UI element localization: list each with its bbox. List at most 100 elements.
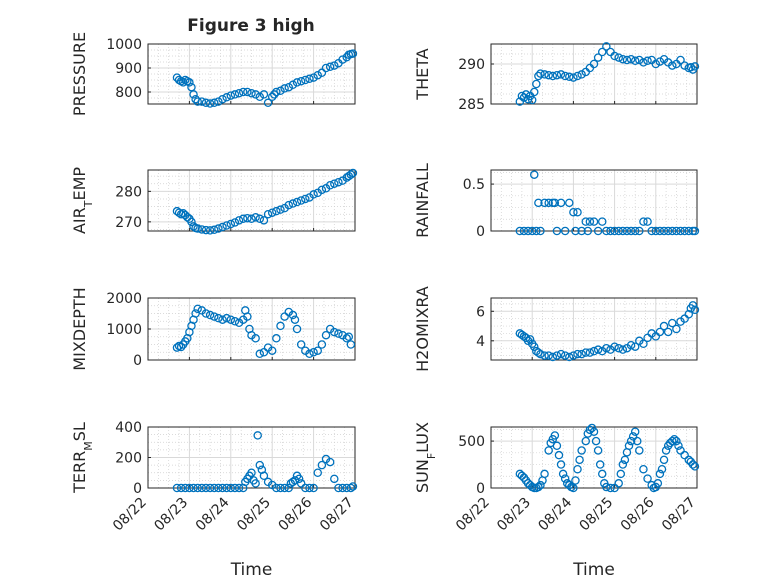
data-point bbox=[330, 179, 339, 188]
x-tick-label: 08/23 bbox=[151, 495, 191, 535]
data-point bbox=[305, 349, 314, 359]
data-point bbox=[690, 462, 700, 471]
axes-box bbox=[490, 426, 698, 489]
data-point bbox=[630, 427, 640, 436]
data-point bbox=[222, 483, 231, 493]
data-point bbox=[532, 79, 541, 89]
data-point bbox=[230, 90, 240, 99]
data-point bbox=[185, 483, 194, 493]
data-point bbox=[655, 469, 665, 479]
data-point bbox=[616, 469, 626, 479]
data-point bbox=[565, 352, 574, 362]
data-point bbox=[330, 474, 339, 484]
data-point bbox=[214, 97, 223, 106]
x-tick-label: 08/26 bbox=[618, 494, 658, 534]
data-point bbox=[655, 226, 665, 236]
data-point bbox=[556, 460, 566, 469]
data-point bbox=[602, 343, 611, 353]
data-point bbox=[614, 53, 623, 62]
data-point bbox=[672, 436, 681, 446]
data-point bbox=[628, 432, 638, 441]
data-point bbox=[292, 78, 302, 87]
data-point bbox=[651, 59, 661, 69]
data-point bbox=[577, 349, 586, 359]
data-point bbox=[201, 483, 211, 493]
data-point bbox=[657, 464, 667, 474]
y-axis-label: PRESSURE bbox=[70, 32, 89, 116]
data-point bbox=[560, 71, 570, 81]
data-point bbox=[530, 170, 539, 179]
data-point bbox=[193, 304, 202, 314]
data-point bbox=[552, 70, 562, 80]
data-point bbox=[556, 198, 566, 208]
y-tick-label: 290 bbox=[458, 57, 485, 73]
data-point bbox=[205, 310, 215, 320]
data-point bbox=[653, 479, 663, 488]
data-point bbox=[614, 343, 623, 353]
data-point bbox=[284, 483, 294, 493]
subplot-1: 800 900 1000 PRESSURE bbox=[70, 32, 358, 116]
data-point bbox=[296, 340, 306, 349]
data-point bbox=[276, 86, 285, 96]
data-point bbox=[189, 90, 198, 99]
data-point bbox=[593, 345, 603, 354]
y-axis-label: THETA bbox=[413, 48, 432, 100]
data-point bbox=[626, 340, 636, 350]
data-point bbox=[209, 98, 219, 108]
data-point bbox=[639, 464, 648, 474]
data-point bbox=[684, 309, 694, 319]
y-tick-label: 6 bbox=[476, 304, 485, 320]
data-point bbox=[544, 351, 553, 360]
data-point bbox=[633, 436, 642, 446]
data-point bbox=[222, 313, 231, 323]
data-point bbox=[643, 56, 652, 66]
y-axis-label: MIXDEPTH bbox=[70, 287, 89, 370]
data-point bbox=[680, 450, 689, 460]
axes-box bbox=[147, 169, 356, 232]
data-point bbox=[172, 483, 182, 493]
data-point bbox=[309, 483, 318, 493]
data-point bbox=[602, 42, 611, 51]
data-point bbox=[643, 474, 652, 483]
data-point bbox=[540, 351, 549, 360]
data-point bbox=[334, 329, 343, 338]
y-tick-label: 4 bbox=[476, 334, 485, 350]
data-point bbox=[253, 431, 262, 440]
data-point bbox=[534, 71, 543, 81]
data-point bbox=[569, 483, 578, 493]
data-point bbox=[276, 483, 285, 493]
data-point bbox=[296, 76, 306, 86]
data-point bbox=[626, 54, 636, 64]
data-point bbox=[230, 316, 240, 326]
subplot-6: 4 6 H2OMIXRA bbox=[413, 286, 700, 372]
data-point bbox=[585, 425, 595, 435]
data-point bbox=[630, 56, 640, 66]
data-point bbox=[270, 90, 279, 99]
data-point bbox=[668, 436, 677, 446]
axes-box bbox=[147, 43, 356, 105]
data-point bbox=[342, 483, 351, 493]
data-point bbox=[276, 205, 285, 214]
data-point bbox=[560, 474, 570, 483]
data-point bbox=[618, 345, 628, 354]
data-point bbox=[639, 217, 648, 226]
data-point bbox=[338, 483, 347, 493]
y-tick-label: 1000 bbox=[106, 37, 142, 53]
data-point bbox=[602, 482, 611, 492]
data-point bbox=[575, 455, 584, 465]
data-point bbox=[536, 226, 545, 236]
data-point bbox=[267, 92, 277, 102]
data-point bbox=[536, 69, 545, 78]
data-point bbox=[197, 225, 207, 234]
x-tick-label: 08/25 bbox=[577, 495, 617, 535]
data-point bbox=[593, 446, 603, 455]
data-point bbox=[325, 180, 335, 190]
data-point bbox=[276, 321, 285, 331]
y-tick-label: 1000 bbox=[106, 322, 142, 338]
figure-title: Figure 3 high bbox=[187, 16, 315, 36]
data-point bbox=[560, 351, 570, 360]
data-point bbox=[550, 431, 560, 440]
data-point bbox=[342, 334, 351, 343]
data-point bbox=[680, 61, 689, 70]
